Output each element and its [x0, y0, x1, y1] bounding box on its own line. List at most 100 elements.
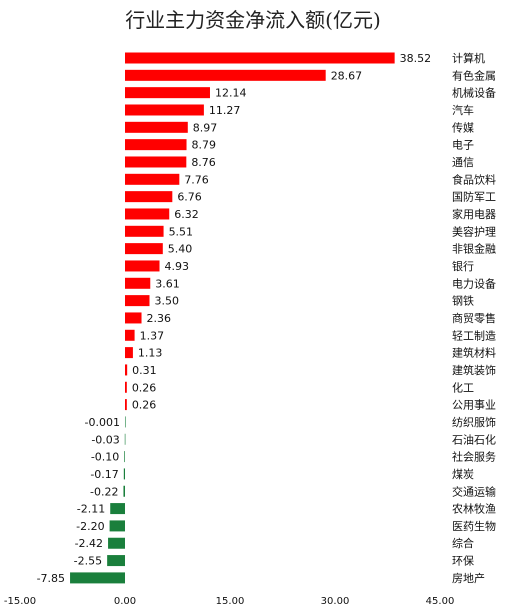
- data-label: 12.14: [215, 87, 247, 100]
- category-label: 轻工制造: [452, 328, 496, 342]
- category-label: 社会服务: [452, 450, 496, 464]
- data-label: -2.20: [76, 520, 104, 533]
- category-label: 环保: [452, 554, 474, 568]
- data-label: -0.03: [91, 433, 119, 446]
- data-label: 5.40: [168, 243, 193, 256]
- category-label: 建筑装饰: [452, 363, 496, 377]
- x-tick-label: -15.00: [4, 596, 36, 607]
- chart-title: 行业主力资金净流入额(亿元): [125, 8, 381, 32]
- category-labels-layer: 计算机有色金属机械设备汽车传媒电子通信食品饮料国防军工家用电器美容护理非银金融银…: [452, 51, 496, 585]
- category-label: 综合: [452, 536, 474, 550]
- bar: [125, 156, 187, 168]
- data-label: 3.61: [155, 277, 180, 290]
- bar: [124, 416, 126, 428]
- data-label: 7.76: [184, 173, 209, 186]
- data-label: 1.37: [140, 329, 165, 342]
- category-label: 交通运输: [452, 484, 496, 498]
- bar: [107, 555, 125, 567]
- bar: [123, 468, 125, 480]
- data-label: -0.10: [91, 451, 119, 464]
- data-label: 0.26: [132, 381, 157, 394]
- bars-layer: [70, 52, 395, 584]
- bar: [125, 69, 326, 81]
- category-label: 国防军工: [452, 190, 496, 204]
- bar: [108, 537, 125, 549]
- x-tick-label: 0.00: [114, 596, 136, 607]
- data-label: -2.55: [74, 555, 102, 568]
- data-label: 28.67: [331, 69, 363, 82]
- category-label: 传媒: [452, 121, 474, 134]
- category-label: 机械设备: [452, 86, 496, 100]
- x-tick-label: 15.00: [216, 596, 245, 607]
- category-label: 电力设备: [452, 276, 496, 290]
- value-labels-layer: 38.52 28.67 12.14 11.27 8.97 8.79 8.76 7.76 6.76…: [37, 52, 432, 585]
- data-label: -0.22: [90, 485, 118, 498]
- data-label: 1.13: [138, 347, 163, 360]
- category-label: 建筑材料: [452, 346, 496, 360]
- bar: [125, 364, 128, 376]
- category-label: 通信: [452, 156, 474, 169]
- bar: [125, 329, 135, 341]
- data-label: 3.50: [155, 295, 180, 308]
- category-label: 煤炭: [452, 468, 474, 481]
- category-label: 电子: [452, 139, 474, 152]
- category-label: 钢铁: [452, 295, 474, 308]
- bar: [125, 191, 173, 203]
- bar: [124, 433, 126, 445]
- bar: [125, 295, 150, 307]
- category-label: 公用事业: [452, 399, 496, 412]
- category-label: 银行: [452, 259, 474, 273]
- bar: [125, 347, 133, 359]
- bar: [125, 277, 151, 289]
- category-label: 纺织服饰: [452, 415, 496, 429]
- bar: [125, 104, 204, 116]
- data-label: 2.36: [147, 312, 172, 325]
- bar: [70, 572, 125, 584]
- bar: [110, 503, 125, 515]
- category-label: 家用电器: [452, 207, 496, 221]
- bar: [125, 399, 127, 411]
- bar: [125, 381, 127, 393]
- data-label: -0.001: [85, 416, 120, 429]
- x-tick-label: 30.00: [321, 596, 350, 607]
- data-label: -2.42: [75, 537, 103, 550]
- category-label: 商贸零售: [452, 311, 496, 325]
- data-label: 38.52: [400, 52, 432, 65]
- data-label: -0.17: [90, 468, 118, 481]
- category-label: 有色金属: [452, 68, 496, 82]
- category-label: 农林牧渔: [452, 502, 496, 516]
- data-label: 8.97: [193, 121, 218, 134]
- bar: [125, 243, 163, 255]
- data-label: 0.26: [132, 399, 157, 412]
- data-label: 6.76: [177, 191, 202, 204]
- category-label: 计算机: [452, 51, 485, 65]
- data-label: -7.85: [37, 572, 65, 585]
- bar: [125, 121, 188, 133]
- bar: [109, 520, 125, 532]
- x-tick-label: 45.00: [426, 596, 455, 607]
- data-label: 6.32: [174, 208, 199, 221]
- data-label: 8.76: [191, 156, 216, 169]
- category-label: 石油石化: [452, 432, 496, 446]
- data-label: 4.93: [165, 260, 190, 273]
- data-label: -2.11: [77, 503, 105, 516]
- bar: [125, 173, 180, 185]
- bar: [125, 52, 395, 64]
- bar: [125, 312, 142, 324]
- bar: [125, 139, 187, 151]
- bar: [123, 485, 125, 497]
- data-label: 0.31: [132, 364, 157, 377]
- category-label: 医药生物: [452, 519, 496, 533]
- bar: [124, 451, 125, 463]
- category-label: 美容护理: [452, 224, 496, 238]
- data-label: 11.27: [209, 104, 241, 117]
- bar: [125, 208, 170, 220]
- data-label: 5.51: [169, 225, 194, 238]
- category-label: 非银金融: [452, 242, 496, 256]
- category-label: 食品饮料: [452, 172, 496, 186]
- category-label: 房地产: [452, 571, 485, 585]
- bar: [125, 87, 210, 99]
- category-label: 化工: [452, 380, 474, 394]
- bar: [125, 260, 160, 272]
